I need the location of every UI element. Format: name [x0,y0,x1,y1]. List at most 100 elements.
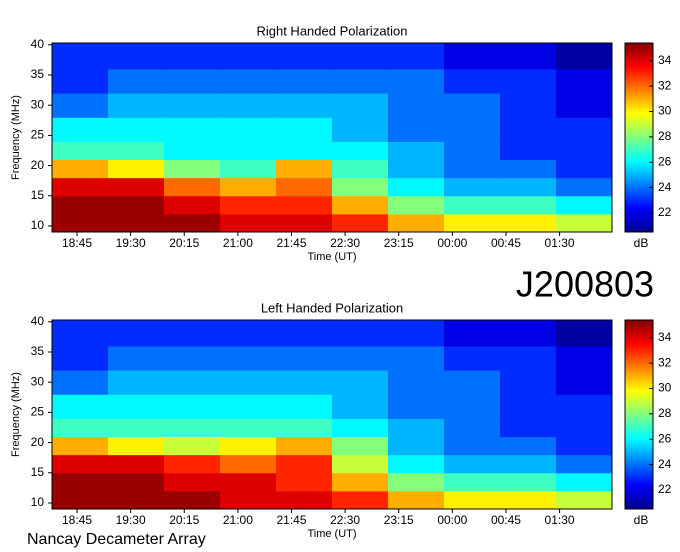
heatmap-cell [332,454,389,474]
heatmap-cell [332,195,389,215]
heatmap-cell [220,454,277,474]
colorbar-tick-label: 26 [658,431,672,445]
heatmap-cell [276,345,333,371]
x-tick-label: 18:45 [62,513,92,527]
heatmap-cell [500,213,557,233]
colorbar-tick-label: 32 [658,78,672,92]
heatmap-cell [220,195,277,215]
y-tick-label: 25 [31,128,45,142]
heatmap-cell [444,472,501,492]
heatmap-cell [556,490,613,510]
heatmap-cell [108,454,165,474]
heatmap-cell [500,93,557,118]
heatmap-cell [500,177,557,197]
heatmap-cell [332,370,389,395]
heatmap-cell [388,394,445,419]
x-tick-label: 22:30 [330,236,360,250]
x-tick-label: 19:30 [116,236,146,250]
heatmap-cell [276,490,333,510]
heatmap-cell [220,43,277,70]
x-tick-label: 23:15 [384,513,414,527]
x-tick-label: 00:00 [437,513,467,527]
colorbar [624,319,654,510]
heatmap-cell [332,472,389,492]
heatmap-cell [388,454,445,474]
heatmap-cell [164,418,221,438]
heatmap-cell [500,117,557,142]
heatmap-cell [556,141,613,161]
colorbar-tick-label: 30 [658,104,672,118]
heatmap-cell [220,213,277,233]
x-axis-label: Time (UT) [307,251,356,263]
heatmap-cell [500,370,557,395]
heatmap-cell [164,345,221,371]
x-tick-label: 00:45 [491,236,521,250]
y-tick-label: 40 [31,314,45,328]
heatmap-cell [220,68,277,94]
y-tick-label: 30 [31,97,45,111]
heatmap-cell [276,394,333,419]
heatmap-cell [220,370,277,395]
heatmap-cell [556,370,613,395]
heatmap-cell [388,490,445,510]
heatmap-cell [276,93,333,118]
heatmap-cell [276,117,333,142]
heatmap-cell [444,159,501,179]
heatmap-cell [388,68,445,94]
heatmap-cell [500,141,557,161]
heatmap-cell [52,141,109,161]
heatmap-cell [556,213,613,233]
heatmap-cell [108,345,165,371]
heatmap-cell [444,436,501,456]
heatmap-cell [52,117,109,142]
heatmap-cell [332,394,389,419]
heatmap-cell [164,117,221,142]
heatmap-cell [108,68,165,94]
heatmap-cell [276,68,333,94]
x-tick-label: 21:45 [276,236,306,250]
heatmap-cell [500,436,557,456]
heatmap-cell [52,195,109,215]
x-tick-label: 01:30 [545,236,575,250]
heatmap-cell [276,43,333,70]
heatmap-cell [332,213,389,233]
heatmap-cell [556,436,613,456]
heatmap-cell [388,472,445,492]
heatmap-cell [500,345,557,371]
heatmap-cell [108,394,165,419]
heatmap-cell [556,93,613,118]
plot-frame [51,319,613,510]
heatmap-cell [220,141,277,161]
heatmap-cell [276,195,333,215]
heatmap-cell [164,436,221,456]
heatmap-cell [164,141,221,161]
heatmap-cell [388,320,445,347]
footer: Nancay Decameter Array [27,531,206,548]
heatmap-cell [276,159,333,179]
heatmap-cell [220,490,277,510]
heatmap-cell [52,93,109,118]
heatmap-cell [332,141,389,161]
heatmap-cell [444,454,501,474]
heatmap-cell [276,141,333,161]
y-tick-label: 15 [31,465,45,479]
heatmap-cell [556,345,613,371]
heatmap-cell [332,320,389,347]
heatmap-cell [500,418,557,438]
heatmap-cell [164,68,221,94]
heatmap-cell [164,43,221,70]
colorbar-tick-label: 22 [658,482,672,496]
x-tick-label: 21:00 [223,513,253,527]
heatmap-cell [108,320,165,347]
panel-title: Left Handed Polarization [261,300,403,315]
heatmap-cell [500,320,557,347]
heatmap-cell [500,159,557,179]
heatmap-cell [332,159,389,179]
heatmap-cell [52,490,109,510]
heatmap-cell [388,436,445,456]
colorbar-tick-label: 32 [658,355,672,369]
heatmap-cell [108,472,165,492]
heatmap-cell [500,490,557,510]
heatmap-cell [444,394,501,419]
